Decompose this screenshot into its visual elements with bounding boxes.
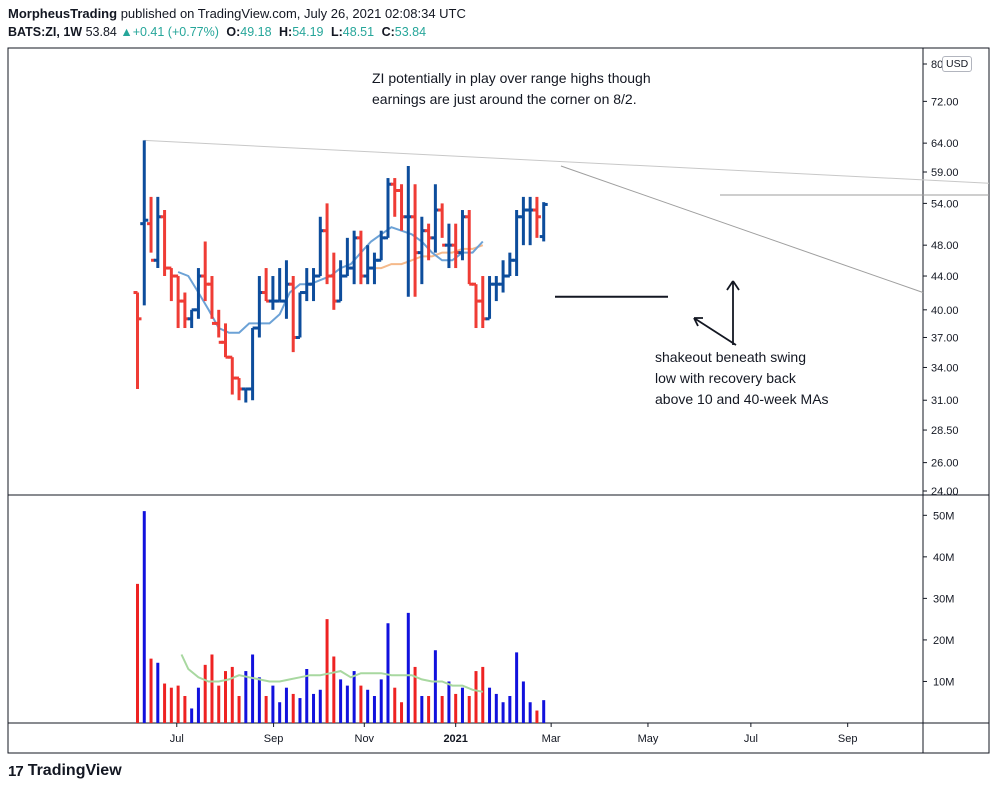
time-tick-label: May — [638, 733, 659, 745]
currency-badge[interactable]: USD — [942, 56, 973, 72]
volume-ma-line — [180, 654, 483, 693]
price-tick-label: 34.00 — [931, 362, 959, 374]
tradingview-logo-icon: 17 — [8, 762, 24, 780]
change-arrow-icon: ▲ — [120, 25, 133, 39]
publish-info: published on TradingView.com, July 26, 2… — [120, 6, 466, 21]
arrow-shakeout-icon — [693, 317, 737, 346]
price-tick-label: 26.00 — [931, 458, 959, 470]
volume-tick-label: 30M — [933, 593, 954, 605]
time-tick-label: Jul — [744, 733, 758, 745]
high-label: H: — [279, 25, 293, 39]
annotation-shakeout-text: above 10 and 40-week MAs — [655, 391, 829, 407]
close-value: 53.84 — [394, 25, 427, 39]
price-tick-label: 54.00 — [931, 198, 959, 210]
publish-header: MorpheusTrading published on TradingView… — [8, 6, 466, 21]
symbol-label[interactable]: BATS:ZI, 1W — [8, 25, 83, 39]
descending-trendline — [560, 165, 924, 293]
annotation-top-text: earnings are just around the corner on 8… — [372, 91, 637, 107]
volume-tick-label: 10M — [933, 676, 954, 688]
tradingview-footer: 17 TradingView — [8, 762, 122, 780]
annotation-top-text: ZI potentially in play over range highs … — [372, 70, 651, 86]
change-value: +0.41 (+0.77%) — [132, 25, 219, 39]
arrow-recovery-icon — [726, 280, 740, 345]
open-label: O: — [226, 25, 241, 39]
low-value: 48.51 — [342, 25, 375, 39]
volume-tick-label: 20M — [933, 635, 954, 647]
brand-name[interactable]: TradingView — [27, 762, 122, 779]
ohlc-legend: BATS:ZI, 1W 53.84 ▲+0.41 (+0.77%) O:49.1… — [8, 25, 426, 39]
time-tick-label: Sep — [264, 733, 284, 745]
last-price: 53.84 — [85, 25, 117, 39]
low-label: L: — [330, 25, 343, 39]
price-tick-label: 37.00 — [931, 332, 959, 344]
author-name[interactable]: MorpheusTrading — [8, 6, 118, 21]
time-tick-label: Jul — [170, 733, 184, 745]
open-value: 49.18 — [240, 25, 272, 39]
price-tick-label: 24.00 — [931, 486, 959, 498]
upper-trendline — [144, 139, 990, 184]
ma-40-week-line — [371, 244, 484, 270]
price-tick-label: 31.00 — [931, 395, 959, 407]
high-value: 54.19 — [292, 25, 324, 39]
time-tick-label: Nov — [355, 733, 375, 745]
price-tick-label: 72.00 — [931, 96, 959, 108]
price-tick-label: 44.00 — [931, 271, 959, 283]
ma-10-week-line — [177, 226, 484, 334]
annotation-shakeout-text: low with recovery back — [655, 370, 797, 386]
annotation-shakeout-text: shakeout beneath swing — [655, 349, 806, 365]
time-tick-label: 2021 — [443, 733, 467, 745]
volume-tick-label: 40M — [933, 552, 954, 564]
chart-frame — [7, 47, 990, 754]
time-tick-label: Sep — [838, 733, 858, 745]
price-tick-label: 48.00 — [931, 240, 959, 252]
close-label: C: — [381, 25, 395, 39]
price-tick-label: 59.00 — [931, 167, 959, 179]
price-tick-label: 40.00 — [931, 305, 959, 317]
time-tick-label: Mar — [542, 733, 561, 745]
price-tick-label: 64.00 — [931, 138, 959, 150]
price-tick-label: 28.50 — [931, 425, 959, 437]
volume-tick-label: 50M — [933, 510, 954, 522]
